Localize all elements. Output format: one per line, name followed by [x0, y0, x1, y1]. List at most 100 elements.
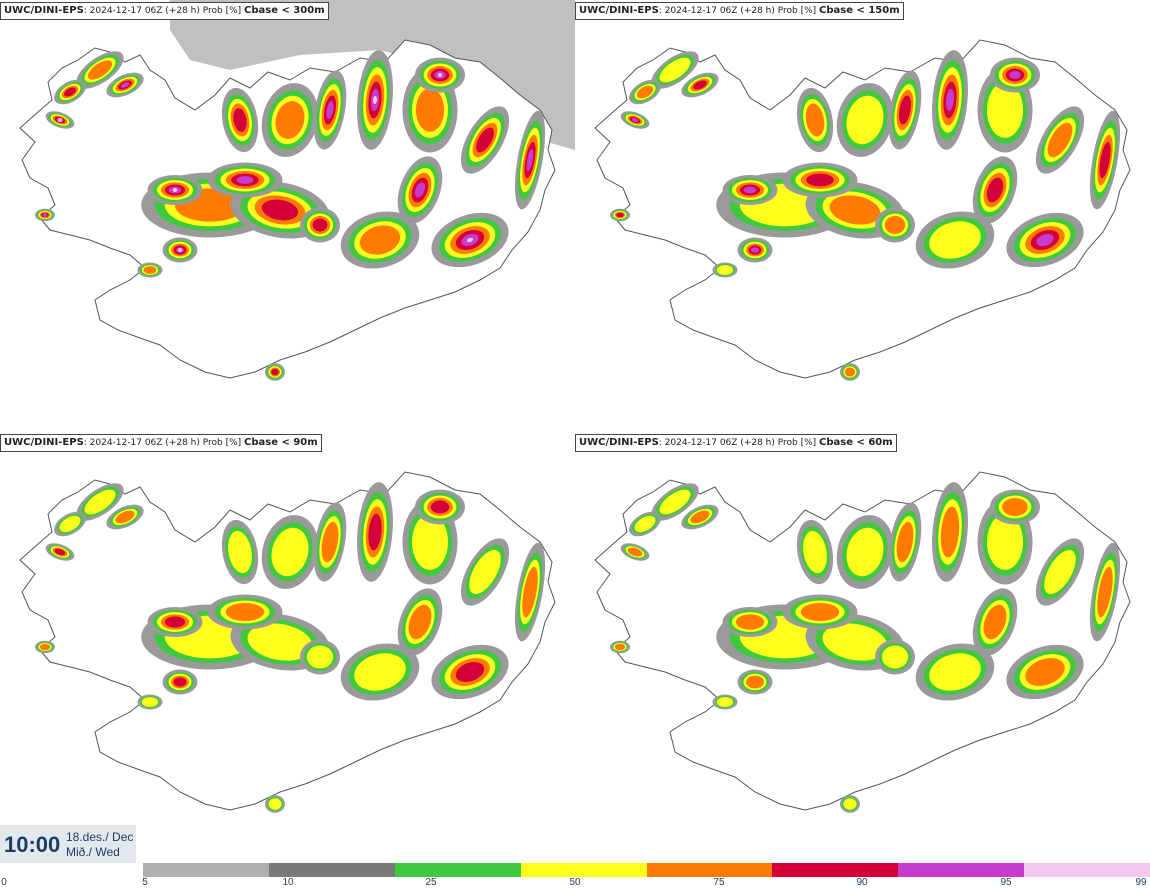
colorbar — [143, 863, 1150, 877]
probability-area — [45, 543, 75, 561]
panel-title: UWC/DINI-EPS: 2024-12-17 06Z (+28 h) Pro… — [0, 2, 329, 20]
probability-area — [932, 482, 968, 582]
variable-name: Cbase < 150m — [819, 5, 900, 16]
colorbar-tick: 0 — [1, 877, 7, 888]
map-panel: UWC/DINI-EPS: 2024-12-17 06Z (+28 h) Pro… — [575, 432, 1150, 862]
probability-area — [207, 162, 283, 198]
variable-name: Cbase < 300m — [244, 5, 325, 16]
run-info: : 2024-12-17 06Z (+28 h) Prob [%] — [83, 438, 245, 448]
probability-area — [875, 639, 915, 675]
probability-area — [313, 502, 347, 582]
probability-area — [415, 489, 465, 525]
probability-area — [620, 111, 650, 129]
probability-area — [397, 588, 443, 656]
cloud-field — [170, 0, 575, 150]
probability-area — [514, 110, 546, 210]
probability-area — [1006, 644, 1084, 700]
colorbar-segment — [143, 863, 269, 877]
valid-date-line1: 18.des./ Dec — [66, 830, 134, 844]
probability-area — [340, 643, 420, 701]
probability-area — [681, 504, 719, 530]
probability-area — [840, 363, 860, 381]
probability-area — [431, 644, 509, 700]
probability-area — [340, 211, 420, 269]
probability-area — [265, 363, 285, 381]
colorbar-segment — [268, 863, 395, 877]
probability-area — [681, 72, 719, 98]
probability-area — [972, 156, 1018, 224]
probability-area — [300, 207, 340, 243]
probability-area — [106, 504, 144, 530]
probability-area — [313, 70, 347, 150]
colorbar-segment — [772, 863, 899, 877]
colorbar-tick: 90 — [856, 877, 868, 888]
probability-area — [737, 669, 773, 695]
probability-area — [76, 483, 124, 521]
colorbar-segment — [520, 863, 647, 877]
panel-title: UWC/DINI-EPS: 2024-12-17 06Z (+28 h) Pro… — [575, 434, 897, 452]
probability-area — [796, 87, 834, 153]
probability-area — [35, 640, 55, 654]
probability-area — [261, 515, 319, 589]
probability-area — [147, 175, 203, 205]
model-name: UWC/DINI-EPS — [579, 437, 659, 448]
probability-area — [990, 489, 1040, 525]
map-panel: UWC/DINI-EPS: 2024-12-17 06Z (+28 h) Pro… — [0, 432, 575, 862]
probability-area — [137, 262, 163, 278]
probability-area — [261, 83, 319, 157]
probability-area — [106, 72, 144, 98]
model-name: UWC/DINI-EPS — [579, 5, 659, 16]
probability-area — [836, 83, 894, 157]
probability-area — [147, 607, 203, 637]
colorbar-segment — [1024, 863, 1150, 877]
colorbar-tick: 99 — [1135, 877, 1147, 888]
run-info: : 2024-12-17 06Z (+28 h) Prob [%] — [658, 438, 820, 448]
probability-area — [610, 640, 630, 654]
colorbar-tick: 10 — [282, 877, 294, 888]
colorbar-tick: 50 — [569, 877, 581, 888]
probability-area — [514, 542, 546, 642]
probability-area — [737, 237, 773, 263]
model-name: UWC/DINI-EPS — [4, 437, 84, 448]
probability-area — [300, 639, 340, 675]
probability-area — [915, 211, 995, 269]
probability-area — [722, 175, 778, 205]
valid-date: 18.des./ Dec Mið./ Wed — [66, 830, 133, 860]
probability-map — [19, 0, 575, 381]
colorbar-segment — [394, 863, 521, 877]
probability-area — [932, 50, 968, 150]
colorbar-tick: 75 — [713, 877, 725, 888]
model-name: UWC/DINI-EPS — [4, 5, 84, 16]
probability-map — [594, 471, 1131, 813]
probability-area — [875, 207, 915, 243]
probability-area — [76, 51, 124, 89]
probability-area — [35, 208, 55, 222]
probability-area — [357, 482, 393, 582]
probability-area — [162, 669, 198, 695]
colorbar-segment — [646, 863, 773, 877]
colorbar-tick: 5 — [142, 877, 148, 888]
colorbar-tick: 25 — [425, 877, 437, 888]
probability-area — [977, 67, 1033, 153]
probability-area — [888, 502, 922, 582]
probability-map — [594, 39, 1131, 381]
probability-area — [836, 515, 894, 589]
valid-date-line2: Mið./ Wed — [66, 845, 120, 859]
probability-area — [162, 237, 198, 263]
probability-area — [1035, 106, 1085, 174]
probability-area — [1089, 542, 1121, 642]
valid-time-box: 10:00 18.des./ Dec Mið./ Wed — [0, 825, 136, 863]
run-info: : 2024-12-17 06Z (+28 h) Prob [%] — [83, 6, 245, 16]
probability-area — [782, 162, 858, 198]
probability-map — [19, 471, 556, 813]
probability-area — [972, 588, 1018, 656]
probability-area — [54, 79, 86, 105]
probability-area — [1035, 538, 1085, 606]
probability-area — [431, 212, 509, 268]
probability-area — [629, 511, 661, 537]
probability-area — [722, 607, 778, 637]
map-panel: UWC/DINI-EPS: 2024-12-17 06Z (+28 h) Pro… — [575, 0, 1150, 430]
probability-area — [357, 50, 393, 150]
probability-area — [1089, 110, 1121, 210]
valid-time: 10:00 — [4, 832, 61, 857]
